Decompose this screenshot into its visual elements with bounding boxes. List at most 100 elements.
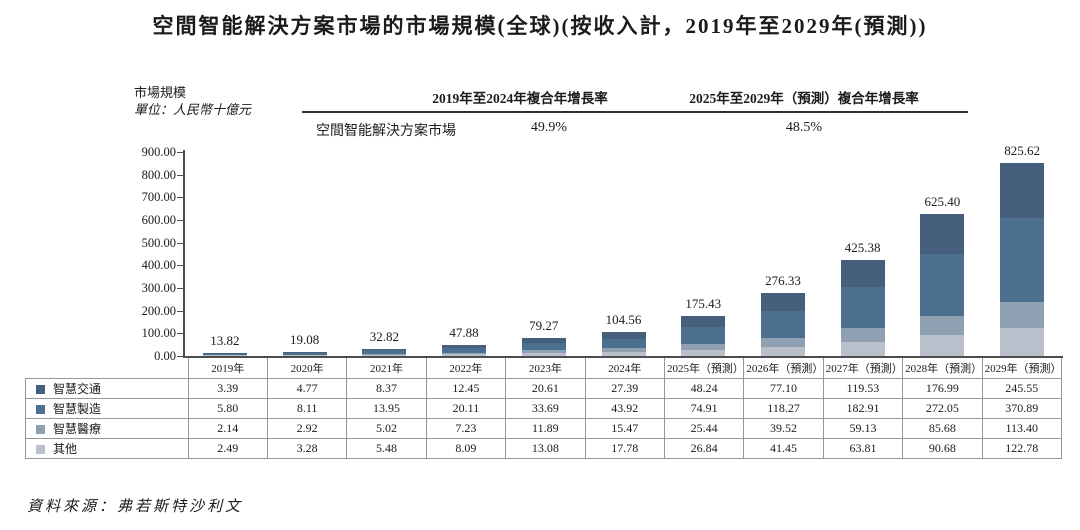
bar-segment-4 [282, 355, 327, 356]
value-cell: 2.14 [187, 418, 268, 439]
bar-segment-4 [681, 349, 726, 356]
bar-stack [601, 332, 646, 356]
y-axis-tick-label: 400.00 [141, 258, 176, 273]
value-cell: 43.92 [584, 398, 665, 419]
value-cell: 41.45 [743, 438, 824, 459]
bar-segment-3 [1000, 302, 1045, 329]
y-axis-title-line2: 單位：人民幣十億元 [134, 102, 252, 117]
value-cell: 370.89 [981, 398, 1063, 419]
table-row: 其他 2.49 3.28 5.48 8.09 13.08 17.78 26.84 41.45 63… [25, 438, 1063, 459]
bar-stack [521, 338, 566, 356]
cagr-divider [302, 111, 968, 113]
bar-segment-2 [760, 310, 805, 338]
y-axis-line [183, 150, 185, 358]
bar-segment-4 [760, 346, 805, 356]
y-axis-tick-mark [177, 333, 183, 335]
bar-segment-2 [202, 353, 247, 355]
value-cell: 118.27 [743, 398, 824, 419]
legend-label: 智慧交通 [53, 382, 102, 396]
value-cell: 3.39 [187, 378, 268, 399]
y-axis-tick-label: 0.00 [154, 349, 176, 363]
year-header-cell: 2022年 [425, 358, 507, 379]
bar-stack [362, 348, 407, 356]
value-cell: 85.68 [902, 418, 983, 439]
y-axis-tick-label: 200.00 [141, 303, 176, 318]
page-title: 空間智能解決方案市場的市場規模(全球)(按收入計，2019年至2029年(預測)… [152, 14, 928, 38]
bar-segment-3 [282, 354, 327, 356]
y-axis-title-line1: 市場規模 [134, 85, 187, 100]
value-cell: 74.91 [663, 398, 745, 419]
bar-segment-3 [601, 348, 646, 352]
year-header-cell: 2020年 [266, 358, 348, 379]
bar-segment-4 [362, 354, 407, 356]
bar-total-label: 19.08 [289, 331, 320, 347]
bar-segment-3 [521, 350, 566, 354]
value-cell: 8.09 [425, 438, 507, 459]
y-axis-title: 市場規模 單位：人民幣十億元 [134, 84, 251, 118]
value-cell: 119.53 [822, 378, 904, 399]
y-axis-tick-label: 300.00 [141, 281, 176, 295]
y-axis-tick-label: 500.00 [141, 235, 176, 250]
value-cell: 4.77 [266, 378, 348, 399]
value-cell: 13.08 [505, 438, 586, 459]
year-header-cell: 2027年（預測） [822, 358, 904, 379]
bar-segment-3 [840, 328, 885, 342]
value-cell: 113.40 [981, 418, 1063, 439]
year-header-cell: 2024年 [584, 358, 665, 379]
legend-label: 其他 [53, 442, 78, 456]
value-cell: 182.91 [822, 398, 904, 419]
legend-cell: 智慧醫療 [25, 418, 189, 439]
legend-swatch [36, 405, 45, 414]
y-axis-tick-mark [177, 174, 183, 176]
bar-segment-2 [681, 327, 726, 345]
value-cell: 11.89 [505, 418, 586, 439]
data-table: 2019年 2020年 2021年 2022年 2023年 2024年 2025年（預測） 2… [25, 358, 1063, 459]
value-cell: 17.78 [584, 438, 665, 459]
value-cell: 5.02 [346, 418, 427, 439]
value-cell: 2.49 [187, 438, 268, 459]
bar-stack [282, 351, 327, 356]
y-axis-tick-label: 800.00 [141, 167, 176, 182]
bar-segment-3 [362, 353, 407, 355]
legend-swatch [36, 425, 45, 434]
y-axis-tick-label: 600.00 [141, 213, 176, 227]
value-cell: 8.37 [346, 378, 427, 399]
y-axis-tick-mark [177, 356, 183, 357]
bar-segment-1 [282, 351, 327, 353]
legend-cell: 其他 [25, 438, 189, 459]
y-axis-tick-mark [177, 288, 183, 289]
value-cell: 8.11 [266, 398, 348, 419]
year-header-cell: 2029年（預測） [981, 358, 1063, 379]
bar-segment-4 [920, 335, 965, 356]
chart-plot: 13.82 19.08 32.82 47.88 79.27 104.56 175.43 276… [177, 143, 1062, 357]
bar-total-label: 276.33 [765, 273, 801, 289]
value-cell: 39.52 [743, 418, 824, 439]
bar-segment-2 [362, 350, 407, 354]
value-cell: 5.48 [346, 438, 427, 459]
bar-total-label: 825.62 [1004, 142, 1040, 158]
bar-segment-2 [442, 348, 487, 353]
y-axis-tick-label: 900.00 [141, 145, 176, 159]
value-cell: 13.95 [346, 398, 427, 419]
bar-segment-1 [521, 338, 566, 343]
value-cell: 59.13 [822, 418, 904, 439]
bar-total-label: 79.27 [529, 318, 559, 334]
table-row: 智慧醫療 2.14 2.92 5.02 7.23 11.89 15.47 25.44 39.52… [25, 418, 1063, 439]
bar-segment-3 [760, 337, 805, 347]
value-cell: 5.80 [187, 398, 268, 419]
bar-segment-1 [840, 259, 885, 287]
bar-segment-1 [760, 293, 805, 311]
bar-segment-4 [1000, 328, 1045, 356]
bar-total-label: 625.40 [924, 194, 961, 210]
bar-segment-1 [920, 214, 965, 255]
bar-segment-4 [521, 353, 566, 356]
y-axis-tick-mark [177, 310, 183, 312]
bar-segment-2 [840, 286, 885, 329]
value-cell: 77.10 [743, 378, 824, 399]
cagr-value-2025-2029: 48.5% [785, 120, 823, 135]
bar-segment-2 [282, 352, 327, 355]
value-cell: 245.55 [981, 378, 1063, 399]
value-cell: 2.92 [266, 418, 348, 439]
x-axis-line [183, 356, 1063, 358]
year-header-cell: 2023年 [505, 358, 586, 379]
